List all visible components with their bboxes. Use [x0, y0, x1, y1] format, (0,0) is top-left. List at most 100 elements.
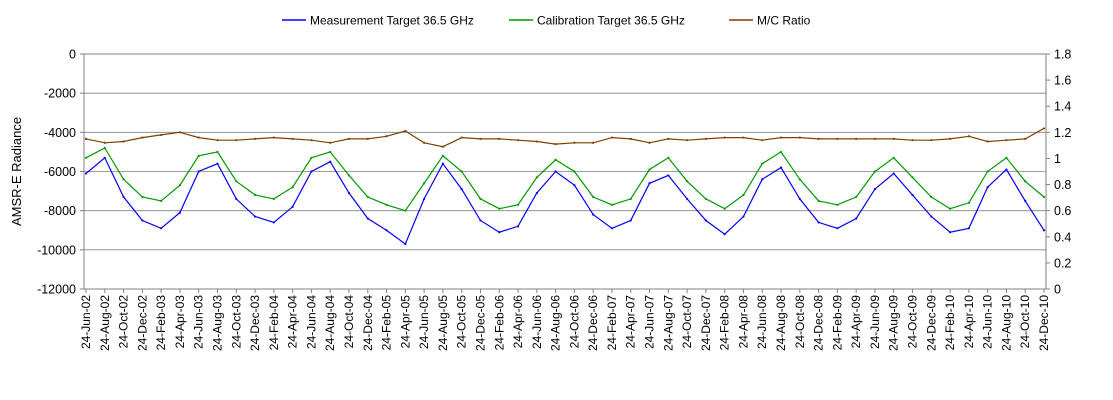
x-tick-label: 24-Dec-08 [812, 295, 826, 351]
data-point [930, 215, 933, 218]
x-tick-label: 24-Feb-06 [492, 295, 506, 351]
data-point [329, 150, 332, 154]
data-point [122, 140, 125, 143]
data-point [986, 140, 989, 143]
x-tick-label: 24-Oct-02 [117, 295, 131, 349]
data-point [667, 156, 670, 159]
x-tick-label: 24-Aug-10 [999, 295, 1013, 351]
x-tick-label: 24-Oct-10 [1018, 295, 1032, 349]
data-point [667, 174, 670, 177]
data-point [197, 136, 200, 139]
legend-label: Calibration Target 36.5 GHz [537, 14, 685, 28]
data-point [948, 137, 952, 140]
x-tick-label: 24-Feb-03 [154, 295, 168, 351]
x-tick-label: 24-Dec-09 [924, 295, 938, 351]
x-tick-label: 24-Aug-03 [210, 295, 224, 351]
data-point [779, 150, 783, 154]
y2-tick-label: 0.2 [1054, 256, 1071, 270]
data-point [366, 217, 369, 220]
data-point [103, 146, 106, 150]
x-tick-label: 24-Aug-02 [98, 295, 112, 351]
data-point [592, 195, 595, 199]
data-point [84, 172, 88, 175]
data-point [742, 193, 745, 197]
data-point [911, 193, 914, 197]
x-tick-label: 24-Apr-05 [398, 295, 412, 349]
data-point [460, 188, 463, 191]
data-point [554, 142, 557, 146]
data-point [347, 191, 351, 195]
data-point [685, 180, 689, 183]
data-point [930, 139, 933, 142]
data-point [817, 137, 820, 140]
y-tick-label: 0 [69, 48, 76, 62]
x-tick-label: 24-Jun-08 [755, 295, 769, 349]
data-point [235, 197, 238, 201]
data-point [855, 217, 858, 220]
data-point [798, 197, 801, 201]
data-point [498, 231, 501, 234]
data-point [310, 156, 313, 159]
y2-tick-label: 1.6 [1054, 74, 1071, 88]
data-point [685, 139, 689, 142]
data-point [310, 170, 313, 173]
data-point [103, 141, 106, 144]
x-tick-label: 24-Aug-06 [549, 295, 563, 351]
data-point [948, 207, 952, 210]
data-point [535, 140, 538, 143]
data-point [84, 137, 88, 140]
data-point [366, 137, 369, 140]
data-point [122, 178, 125, 181]
data-point [404, 242, 407, 246]
x-tick-label: 24-Apr-10 [962, 295, 976, 349]
data-point [742, 136, 745, 139]
y-tick-label: -6000 [44, 165, 76, 179]
x-tick-label: 24-Dec-02 [135, 295, 149, 351]
data-point [967, 201, 970, 204]
x-tick-label: 24-Dec-05 [473, 295, 487, 351]
x-tick-label: 24-Jun-09 [868, 295, 882, 349]
y-tick-label: -4000 [44, 126, 76, 140]
data-point [216, 150, 219, 154]
data-point [291, 205, 294, 208]
legend-label: Measurement Target 36.5 GHz [310, 14, 474, 28]
data-point [911, 176, 914, 179]
data-point [1005, 168, 1008, 171]
data-point [986, 170, 989, 173]
data-point [610, 227, 614, 230]
data-point [986, 186, 989, 189]
data-point [423, 182, 426, 185]
data-point [197, 170, 200, 173]
x-tick-label: 24-Aug-08 [774, 295, 788, 351]
data-point [441, 162, 445, 165]
data-point [573, 184, 576, 187]
data-point [535, 191, 538, 195]
legend-label: M/C Ratio [757, 14, 811, 28]
data-point [761, 139, 764, 142]
data-point [216, 139, 219, 142]
x-tick-label: 24-Oct-09 [906, 295, 920, 349]
data-point [629, 219, 632, 222]
x-tick-label: 24-Jun-05 [417, 295, 431, 349]
data-point [779, 166, 783, 169]
data-point [460, 136, 463, 139]
data-point [873, 170, 877, 173]
y-axis-right: 1.8 1.6 1.4 1.2 1 0.8 0.6 0.4 0.2 0 [1046, 48, 1071, 297]
data-point [385, 135, 388, 138]
data-point [911, 139, 914, 142]
data-point [141, 195, 144, 199]
data-point [1042, 127, 1046, 130]
data-point [516, 225, 520, 228]
data-point [310, 139, 313, 142]
data-point [516, 203, 520, 206]
data-point [498, 207, 501, 210]
data-point [535, 176, 538, 179]
x-tick-label: 24-Apr-03 [173, 295, 187, 349]
chart-legend: Measurement Target 36.5 GHz Calibration T… [282, 14, 811, 28]
data-point [836, 227, 839, 230]
data-point [723, 136, 726, 139]
data-point [779, 136, 783, 139]
x-tick-label: 24-Jun-04 [304, 295, 318, 349]
data-point [141, 136, 144, 139]
y2-tick-label: 1.8 [1054, 48, 1071, 62]
